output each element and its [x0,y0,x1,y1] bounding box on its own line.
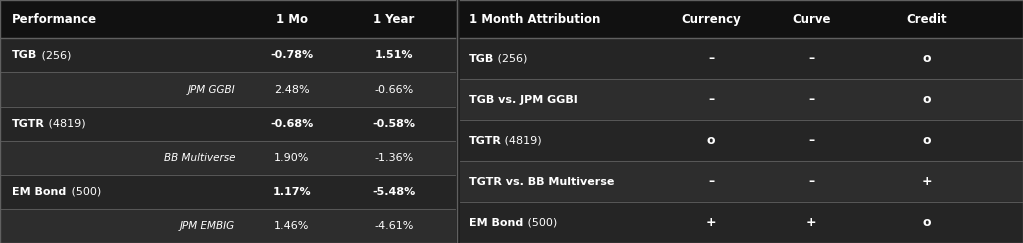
Text: –: – [808,134,814,147]
Text: -4.61%: -4.61% [374,221,413,231]
Text: +: + [922,175,932,188]
Text: 1.51%: 1.51% [374,51,413,61]
Text: TGB: TGB [469,54,494,64]
Text: (256): (256) [38,51,72,61]
Text: –: – [708,93,714,106]
Text: –: – [808,52,814,65]
Text: 1 Month Attribution: 1 Month Attribution [469,13,599,26]
Bar [460,120,1023,161]
Text: –: – [808,175,814,188]
Bar [0,38,455,72]
Text: TGTR: TGTR [469,136,501,146]
Bar [460,0,1023,38]
Text: 1.17%: 1.17% [272,187,311,197]
Bar [0,72,455,107]
Text: 1 Year: 1 Year [373,13,414,26]
Bar [460,79,1023,120]
Bar [0,141,455,175]
Text: (4819): (4819) [45,119,86,129]
Text: -1.36%: -1.36% [374,153,413,163]
Text: 1.46%: 1.46% [274,221,309,231]
Bar [0,107,455,141]
Bar [460,202,1023,243]
Bar [0,209,455,243]
Text: BB Multiverse: BB Multiverse [164,153,235,163]
Text: (500): (500) [524,217,558,227]
Text: EM Bond: EM Bond [469,217,523,227]
Text: (256): (256) [494,54,528,64]
Text: o: o [923,93,931,106]
Text: o: o [707,134,715,147]
Text: -0.58%: -0.58% [372,119,415,129]
Text: -5.48%: -5.48% [372,187,415,197]
Text: –: – [708,175,714,188]
Text: Credit: Credit [906,13,947,26]
Text: Currency: Currency [681,13,741,26]
Text: 1 Mo: 1 Mo [275,13,308,26]
Text: -0.68%: -0.68% [270,119,313,129]
Text: o: o [923,134,931,147]
Text: (4819): (4819) [501,136,542,146]
Text: TGTR vs. BB Multiverse: TGTR vs. BB Multiverse [469,177,614,187]
Text: 2.48%: 2.48% [274,85,309,95]
Bar [0,175,455,209]
Bar [460,38,1023,79]
Text: +: + [806,216,816,229]
Text: –: – [708,52,714,65]
Text: 1.90%: 1.90% [274,153,309,163]
Text: TGB vs. JPM GGBI: TGB vs. JPM GGBI [469,95,577,105]
Text: Curve: Curve [792,13,831,26]
Text: JPM GGBI: JPM GGBI [187,85,235,95]
Bar [460,161,1023,202]
Text: o: o [923,216,931,229]
Text: -0.78%: -0.78% [270,51,313,61]
Bar [0,0,455,38]
Text: JPM EMBIG: JPM EMBIG [180,221,235,231]
Text: TGTR: TGTR [12,119,45,129]
Text: -0.66%: -0.66% [374,85,413,95]
Text: –: – [808,93,814,106]
Text: Performance: Performance [12,13,97,26]
Text: +: + [706,216,716,229]
Text: EM Bond: EM Bond [12,187,66,197]
Text: TGB: TGB [12,51,38,61]
Text: (500): (500) [68,187,101,197]
Text: o: o [923,52,931,65]
